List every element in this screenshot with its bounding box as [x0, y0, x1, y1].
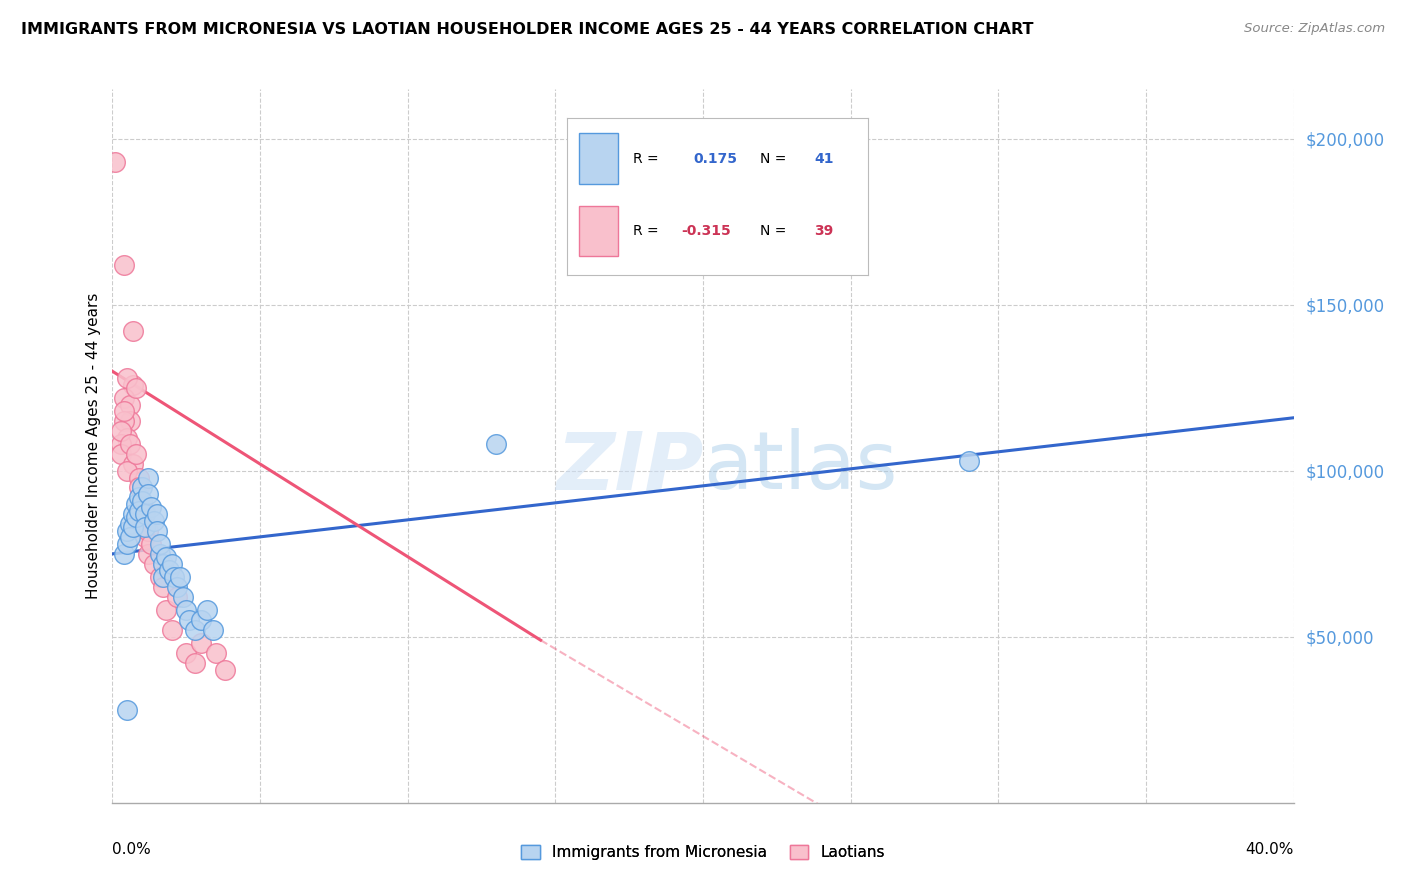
Point: [136, 524, 159, 538]
Point: [139, 537, 162, 551]
Point: [169, 570, 191, 584]
Point: [205, 647, 228, 661]
Point: [112, 414, 135, 428]
Point: [122, 507, 145, 521]
Point: [184, 657, 207, 671]
Point: [155, 550, 177, 565]
Point: [112, 404, 135, 418]
Point: [152, 557, 174, 571]
Point: [157, 564, 180, 578]
Point: [128, 491, 150, 505]
Point: [195, 603, 218, 617]
Point: [957, 454, 980, 468]
Point: [122, 520, 145, 534]
Point: [110, 424, 132, 438]
Point: [128, 504, 150, 518]
Point: [122, 457, 145, 471]
Point: [110, 447, 132, 461]
Point: [120, 397, 142, 411]
Point: [117, 703, 138, 717]
Point: [152, 580, 174, 594]
Point: [174, 647, 197, 661]
Point: [142, 557, 165, 571]
Point: [112, 547, 135, 561]
Point: [190, 613, 212, 627]
Point: [131, 481, 153, 495]
Point: [117, 371, 138, 385]
Text: 0.0%: 0.0%: [112, 842, 152, 857]
Point: [160, 557, 183, 571]
Point: [131, 514, 153, 528]
Point: [174, 603, 197, 617]
Point: [122, 325, 145, 339]
Point: [163, 570, 186, 584]
Point: [117, 524, 138, 538]
Point: [149, 570, 172, 584]
Text: 40.0%: 40.0%: [1246, 842, 1294, 857]
Text: ZIP: ZIP: [555, 428, 703, 507]
Point: [122, 377, 145, 392]
Point: [117, 431, 138, 445]
Point: [485, 437, 508, 451]
Point: [134, 504, 156, 518]
Point: [112, 391, 135, 405]
Point: [166, 580, 188, 594]
Point: [128, 470, 150, 484]
Y-axis label: Householder Income Ages 25 - 44 years: Householder Income Ages 25 - 44 years: [86, 293, 101, 599]
Text: atlas: atlas: [703, 428, 897, 507]
Point: [120, 414, 142, 428]
Point: [125, 447, 148, 461]
Point: [136, 470, 159, 484]
Point: [201, 624, 224, 638]
Point: [166, 590, 188, 604]
Point: [214, 663, 236, 677]
Point: [128, 481, 150, 495]
Point: [120, 530, 142, 544]
Point: [110, 437, 132, 451]
Point: [104, 155, 127, 169]
Point: [172, 590, 194, 604]
Point: [142, 514, 165, 528]
Text: IMMIGRANTS FROM MICRONESIA VS LAOTIAN HOUSEHOLDER INCOME AGES 25 - 44 YEARS CORR: IMMIGRANTS FROM MICRONESIA VS LAOTIAN HO…: [21, 22, 1033, 37]
Point: [149, 547, 172, 561]
Point: [125, 381, 148, 395]
Point: [190, 636, 212, 650]
Point: [136, 487, 159, 501]
Point: [134, 507, 156, 521]
Point: [152, 570, 174, 584]
Point: [131, 493, 153, 508]
Point: [134, 530, 156, 544]
Text: Source: ZipAtlas.com: Source: ZipAtlas.com: [1244, 22, 1385, 36]
Point: [149, 537, 172, 551]
Point: [136, 547, 159, 561]
Point: [125, 510, 148, 524]
Point: [134, 520, 156, 534]
Point: [120, 437, 142, 451]
Point: [117, 537, 138, 551]
Point: [112, 258, 135, 272]
Point: [117, 464, 138, 478]
Point: [131, 497, 153, 511]
Point: [160, 624, 183, 638]
Point: [125, 497, 148, 511]
Point: [146, 524, 169, 538]
Legend: Immigrants from Micronesia, Laotians: Immigrants from Micronesia, Laotians: [515, 839, 891, 866]
Point: [179, 613, 201, 627]
Point: [184, 624, 207, 638]
Point: [146, 507, 169, 521]
Point: [120, 516, 142, 531]
Point: [139, 500, 162, 515]
Point: [155, 603, 177, 617]
